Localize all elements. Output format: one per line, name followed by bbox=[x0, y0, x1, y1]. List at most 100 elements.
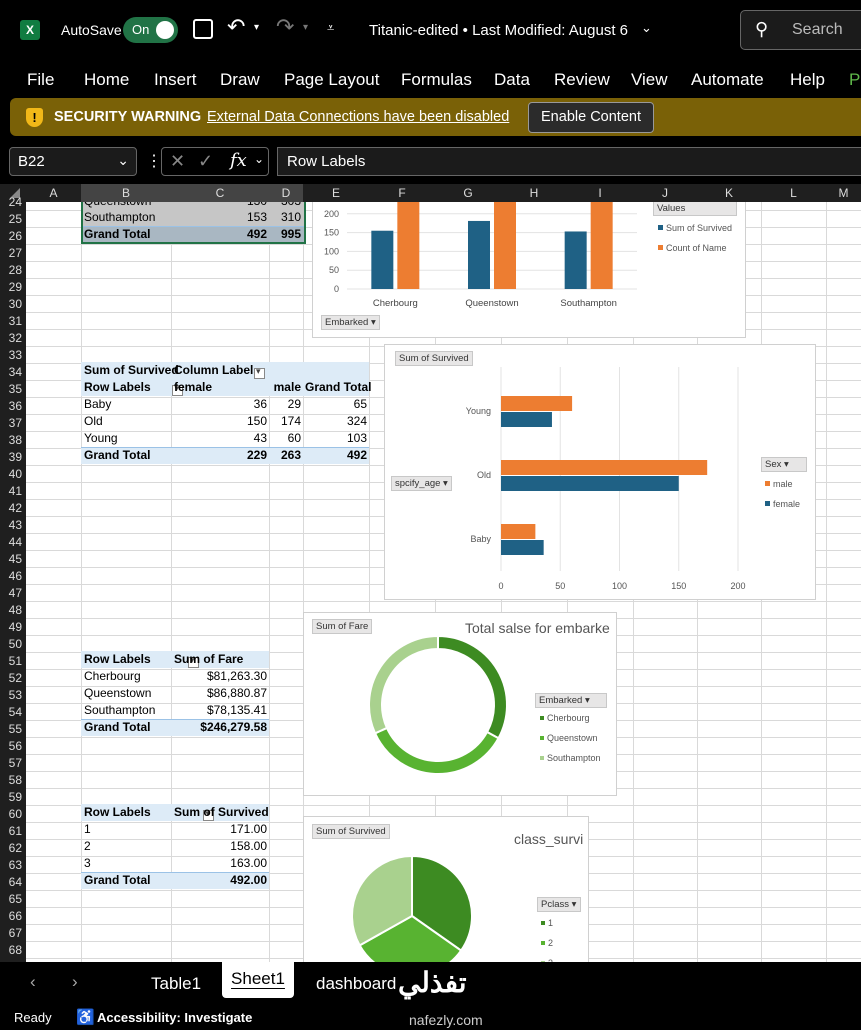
autosave-toggle[interactable]: On bbox=[123, 17, 178, 43]
pivot-sexage-total[interactable]: 65 bbox=[353, 397, 367, 411]
spcify-age-filter-button[interactable]: spcify_age ▾ bbox=[391, 476, 452, 491]
pivot-embarked-row-label[interactable]: Southampton bbox=[84, 210, 156, 224]
pivot-sexage-row-label[interactable]: Young bbox=[84, 431, 118, 445]
row-header-68[interactable]: 68 bbox=[8, 943, 22, 957]
row-header-67[interactable]: 67 bbox=[8, 926, 22, 940]
tab-page-layout[interactable]: Page Layout bbox=[284, 70, 380, 89]
pivot-fare-row-labels[interactable]: Row Labels bbox=[84, 652, 151, 666]
tab-formulas[interactable]: Formulas bbox=[401, 70, 472, 89]
row-header-39[interactable]: 39 bbox=[8, 450, 22, 464]
customize-qat-icon[interactable]: ⩡ bbox=[327, 20, 335, 35]
row-header-38[interactable]: 38 bbox=[8, 433, 22, 447]
row-header-43[interactable]: 43 bbox=[8, 518, 22, 532]
row-header-49[interactable]: 49 bbox=[8, 620, 22, 634]
pivot-class-sum-label[interactable]: Sum of Survived bbox=[174, 805, 269, 819]
column-header-e[interactable]: E bbox=[331, 186, 340, 200]
row-header-36[interactable]: 36 bbox=[8, 399, 22, 413]
pivot-embarked-row-c[interactable]: 130 bbox=[211, 202, 267, 210]
row-header-65[interactable]: 65 bbox=[8, 892, 22, 906]
row-header-32[interactable]: 32 bbox=[8, 331, 22, 345]
embarked-filter-button[interactable]: Embarked ▾ bbox=[321, 315, 380, 330]
tab-view[interactable]: View bbox=[631, 70, 668, 89]
row-header-64[interactable]: 64 bbox=[8, 875, 22, 889]
row-header-47[interactable]: 47 bbox=[8, 586, 22, 600]
row-header-59[interactable]: 59 bbox=[8, 790, 22, 804]
pivot-embarked-total-d[interactable]: 995 bbox=[280, 227, 301, 241]
pivot-sexage-grand-female[interactable]: 229 bbox=[246, 448, 267, 462]
row-header-31[interactable]: 31 bbox=[8, 314, 22, 328]
row-header-54[interactable]: 54 bbox=[8, 705, 22, 719]
pivot-embarked-row-label[interactable]: Queenstown bbox=[84, 202, 151, 210]
pie-title[interactable]: class_survi bbox=[514, 831, 584, 847]
row-header-53[interactable]: 53 bbox=[8, 688, 22, 702]
pivot-fare-sum-label[interactable]: Sum of Fare bbox=[174, 652, 244, 666]
pivot-sexage-male[interactable]: 60 bbox=[287, 431, 301, 445]
pivot-fare-value[interactable]: $81,263.30 bbox=[206, 669, 267, 683]
row-header-58[interactable]: 58 bbox=[8, 773, 22, 787]
accessibility-icon[interactable]: ♿ bbox=[76, 1009, 95, 1026]
pivot-sexage-col-total[interactable]: Grand Total bbox=[305, 380, 372, 394]
donut-title[interactable]: Total salse for embarke bbox=[465, 620, 610, 636]
more-options-icon[interactable]: ⋮ bbox=[146, 153, 162, 170]
row-header-35[interactable]: 35 bbox=[8, 382, 22, 396]
sheet-tab-sheet1[interactable]: Sheet1 bbox=[222, 962, 294, 998]
formula-input[interactable]: Row Labels bbox=[277, 147, 861, 176]
pivot-sexage-male[interactable]: 29 bbox=[287, 397, 301, 411]
tab-help[interactable]: Help bbox=[790, 70, 825, 89]
chart-survival-age-sex[interactable]: 0 50 100 150 200 Young Old Baby male female Sum o… bbox=[384, 344, 816, 600]
pivot-fare-row-label[interactable]: Queenstown bbox=[84, 686, 152, 700]
pivot-sexage-female[interactable]: 36 bbox=[253, 397, 267, 411]
row-header-28[interactable]: 28 bbox=[8, 263, 22, 277]
column-header-f[interactable]: F bbox=[398, 186, 406, 200]
tab-insert[interactable]: Insert bbox=[154, 70, 197, 89]
security-message-link[interactable]: External Data Connections have been disa… bbox=[207, 109, 510, 125]
tab-automate[interactable]: Automate bbox=[691, 70, 764, 89]
row-header-62[interactable]: 62 bbox=[8, 841, 22, 855]
pivot-sexage-col-female[interactable]: female bbox=[174, 380, 213, 394]
row-header-56[interactable]: 56 bbox=[8, 739, 22, 753]
column-header-m[interactable]: M bbox=[838, 186, 849, 200]
row-header-44[interactable]: 44 bbox=[8, 535, 22, 549]
row-header-66[interactable]: 66 bbox=[8, 909, 22, 923]
pivot-fare-grand-label[interactable]: Grand Total bbox=[84, 720, 151, 734]
row-header-61[interactable]: 61 bbox=[8, 824, 22, 838]
redo-icon[interactable]: ↷ bbox=[276, 14, 295, 39]
pivot-sexage-female[interactable]: 150 bbox=[246, 414, 267, 428]
pivot-class-grand-value[interactable]: 492.00 bbox=[230, 873, 267, 887]
pivot-embarked-total-c[interactable]: 492 bbox=[246, 227, 267, 241]
undo-icon[interactable]: ↶ bbox=[227, 14, 246, 39]
pivot-sexage-row-label[interactable]: Old bbox=[84, 414, 103, 428]
pivot-sexage-grand-total[interactable]: 492 bbox=[346, 448, 367, 462]
column-header-l[interactable]: L bbox=[790, 186, 797, 200]
sheet-tab-dashboard[interactable]: dashboard bbox=[316, 974, 397, 993]
sum-survived-button[interactable]: Sum of Survived bbox=[395, 351, 473, 366]
column-header-k[interactable]: K bbox=[724, 186, 733, 200]
tab-data[interactable]: Data bbox=[494, 70, 530, 89]
tab-home[interactable]: Home bbox=[84, 70, 130, 89]
pivot-class-grand-label[interactable]: Grand Total bbox=[84, 873, 151, 887]
row-header-40[interactable]: 40 bbox=[8, 467, 22, 481]
row-header-37[interactable]: 37 bbox=[8, 416, 22, 430]
column-header-c[interactable]: C bbox=[171, 184, 269, 202]
pivot-class-value[interactable]: 163.00 bbox=[230, 856, 267, 870]
pivot-sexage-total[interactable]: 324 bbox=[346, 414, 367, 428]
row-header-55[interactable]: 55 bbox=[8, 722, 22, 736]
cancel-icon[interactable]: ✕ bbox=[170, 151, 186, 171]
sheet-tab-table1[interactable]: Table1 bbox=[151, 974, 202, 993]
tab-review[interactable]: Review bbox=[554, 70, 610, 89]
pivot-sexage-column-labels[interactable]: Column Labels bbox=[174, 363, 254, 377]
pivot-sexage-row-label[interactable]: Baby bbox=[84, 397, 112, 411]
pivot-embarked-total-label[interactable]: Grand Total bbox=[84, 227, 151, 241]
pivot-fare-grand-value[interactable]: $246,279.58 bbox=[200, 720, 267, 734]
column-header-g[interactable]: G bbox=[463, 186, 473, 200]
title-chevron-icon[interactable]: ⌄ bbox=[641, 20, 652, 35]
pivot-sexage-male[interactable]: 174 bbox=[280, 414, 301, 428]
accessibility-status[interactable]: Accessibility: Investigate bbox=[97, 1010, 253, 1025]
pivot-fare-row-label[interactable]: Southampton bbox=[84, 703, 156, 717]
row-header-63[interactable]: 63 bbox=[8, 858, 22, 872]
row-header-26[interactable]: 26 bbox=[8, 229, 22, 243]
chart-class-pie[interactable]: 1 2 3 Sum of Survived class_survi Pclass ▾ bbox=[303, 816, 589, 962]
undo-dropdown-icon[interactable]: ▾ bbox=[254, 22, 260, 33]
row-header-30[interactable]: 30 bbox=[8, 297, 22, 311]
tab-p[interactable]: P bbox=[849, 70, 861, 89]
